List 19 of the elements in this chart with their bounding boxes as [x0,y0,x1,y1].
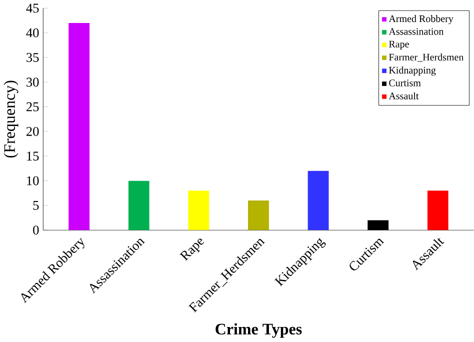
legend-label: Armed Robbery [388,15,454,24]
y-axis-title: (Frequency) [4,80,18,158]
y-tick-label: 0 [33,226,39,235]
legend-label: Farmer_Herdsmen [389,54,464,62]
legend-label: Curtism [389,80,421,87]
y-tick-label: 5 [33,201,39,210]
y-tick-label: 30 [26,78,39,87]
legend-label: Rape [389,41,409,50]
y-tick-label: 45 [26,4,39,13]
y-tick-label: 25 [26,102,39,112]
x-axis-title: Crime Types [216,323,302,338]
legend-label: Kidnapping [389,66,436,76]
y-tick-label: 20 [26,127,39,136]
y-tick-label: 35 [26,53,39,62]
legend-label: Assault [388,92,419,100]
y-tick-label: 40 [26,28,39,38]
y-tick-label: 15 [27,152,39,161]
y-tick-label: 10 [27,176,39,186]
legend-label: Assassination [388,28,444,36]
